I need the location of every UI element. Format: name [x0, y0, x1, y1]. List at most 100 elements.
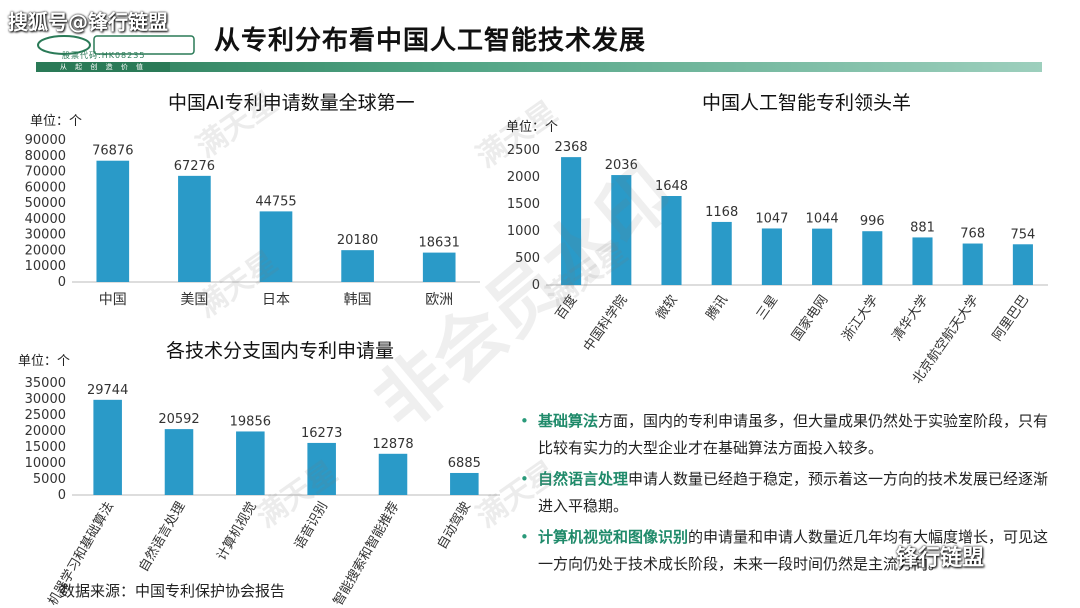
bar: [711, 221, 732, 285]
bar: [962, 243, 983, 285]
watermark-bottom-right: 锋行链盟: [896, 546, 985, 571]
x-tick-label: 自动驾驶: [435, 500, 474, 553]
logo-stock-code: 股票代码:HK08235: [62, 51, 146, 60]
y-tick-label: 500: [515, 251, 540, 266]
y-tick-label: 0: [58, 275, 66, 290]
analysis-bullets: 基础算法方面，国内的专利申请虽多，但大量成果仍然处于实验室阶段，只有比较有实力的…: [520, 408, 1060, 582]
data-label: 67276: [174, 159, 215, 174]
header-divider: [36, 62, 1042, 72]
data-label: 19856: [230, 414, 271, 429]
bullet-item: 基础算法方面，国内的专利申请虽多，但大量成果仍然处于实验室阶段，只有比较有实力的…: [520, 408, 1060, 462]
data-label: 754: [1010, 227, 1035, 242]
chart-leaders-unit: 单位：个: [506, 120, 559, 135]
data-label: 16273: [301, 426, 342, 441]
bullet-text: 申请人数量已经趋于稳定，预示着这一方向的技术发展已经逐渐进入平稳期。: [538, 470, 1049, 515]
data-label: 2036: [605, 158, 638, 173]
data-label: 881: [910, 220, 935, 235]
bar: [1012, 244, 1033, 285]
y-tick-label: 2500: [507, 143, 540, 158]
logo-icon: [37, 35, 195, 55]
chart-branches-unit: 单位：个: [18, 354, 71, 369]
y-tick-label: 60000: [25, 180, 66, 195]
data-label: 1047: [755, 211, 788, 226]
y-tick-label: 80000: [25, 149, 66, 164]
data-label: 768: [960, 227, 985, 242]
y-tick-label: 20000: [25, 424, 66, 439]
bar: [178, 175, 211, 282]
data-label: 1168: [705, 205, 738, 220]
y-tick-label: 10000: [25, 259, 66, 274]
bullet-keyword: 自然语言处理: [538, 470, 629, 488]
y-tick-label: 15000: [25, 440, 66, 455]
bar: [378, 453, 408, 495]
x-tick-label: 语音识别: [291, 499, 331, 552]
bar: [93, 399, 122, 495]
y-tick-label: 40000: [25, 212, 66, 227]
bullet-item: 计算机视觉和图像识别的申请量和申请人数量近几年均有大幅度增长，可见这一方向仍处于…: [520, 524, 1060, 578]
y-tick-label: 5000: [33, 472, 66, 487]
bullet-keyword: 基础算法: [538, 412, 599, 430]
bar: [912, 237, 933, 285]
y-tick-label: 1500: [507, 197, 540, 212]
x-tick-label: 欧洲: [425, 292, 453, 308]
data-label: 29744: [87, 383, 128, 398]
page-title: 从专利分布看中国人工智能技术发展: [214, 26, 647, 56]
y-tick-label: 20000: [25, 243, 66, 258]
y-tick-label: 35000: [25, 376, 66, 391]
bar: [561, 157, 582, 285]
y-tick-label: 50000: [25, 196, 66, 211]
bullet-item: 自然语言处理申请人数量已经趋于稳定，预示着这一方向的技术发展已经逐渐进入平稳期。: [520, 466, 1060, 520]
x-tick-label: 美国: [180, 292, 208, 308]
bar: [259, 211, 293, 282]
bullet-keyword: 计算机视觉和图像识别: [538, 528, 689, 546]
bar: [236, 431, 265, 495]
data-label: 18631: [419, 236, 460, 251]
chart-leaders-title: 中国人工智能专利领头羊: [702, 92, 912, 114]
data-label: 44755: [255, 194, 296, 209]
x-tick-label: 韩国: [344, 292, 372, 308]
data-label: 1044: [806, 212, 839, 227]
bar: [307, 442, 336, 495]
bar: [661, 196, 682, 285]
bar: [450, 472, 479, 495]
chart-plot-area: 0100002000030000400005000060000700008000…: [25, 133, 480, 308]
data-label: 20180: [337, 233, 378, 248]
data-label: 2368: [555, 140, 588, 155]
bullet-text: 的申请量和申请人数量近几年均有大幅度增长，可见这一方向仍处于技术成长阶段，未来一…: [538, 528, 1049, 573]
bar: [611, 175, 632, 285]
bar: [812, 228, 833, 285]
y-tick-label: 25000: [25, 408, 66, 423]
y-tick-label: 0: [58, 488, 66, 503]
chart-branches-title: 各技术分支国内专利申请量: [166, 340, 395, 362]
data-label: 20592: [158, 412, 199, 427]
chart-global-unit: 单位：个: [30, 114, 83, 129]
x-tick-label: 日本: [262, 292, 290, 308]
y-tick-label: 0: [532, 278, 540, 293]
logo-slogan: 从 起 创 造 价 值: [36, 62, 170, 72]
y-tick-label: 30000: [25, 392, 66, 407]
x-tick-label: 计算机视觉: [214, 500, 259, 564]
bar: [96, 160, 130, 282]
bar: [862, 231, 883, 285]
data-source: 数据来源：中国专利保护协会报告: [60, 582, 286, 600]
y-tick-label: 10000: [25, 456, 66, 471]
x-tick-label: 自然语言处理: [136, 499, 189, 575]
y-tick-label: 1000: [507, 224, 540, 239]
x-tick-label: 中国: [99, 292, 127, 308]
data-label: 996: [860, 214, 885, 229]
data-label: 12878: [372, 437, 413, 452]
data-label: 1648: [655, 179, 688, 194]
chart-global-title: 中国AI专利申请数量全球第一: [168, 92, 415, 114]
y-tick-label: 90000: [25, 133, 66, 148]
bar: [164, 429, 194, 495]
bullet-text: 方面，国内的专利申请虽多，但大量成果仍然处于实验室阶段，只有比较有实力的大型企业…: [538, 412, 1049, 457]
y-tick-label: 30000: [25, 228, 66, 243]
x-tick-label: 智能搜索和智能推荐: [331, 500, 402, 608]
company-logo: [34, 30, 204, 74]
bar: [761, 228, 782, 285]
y-tick-label: 70000: [25, 165, 66, 180]
data-label: 76876: [92, 144, 133, 159]
data-label: 6885: [448, 456, 481, 471]
